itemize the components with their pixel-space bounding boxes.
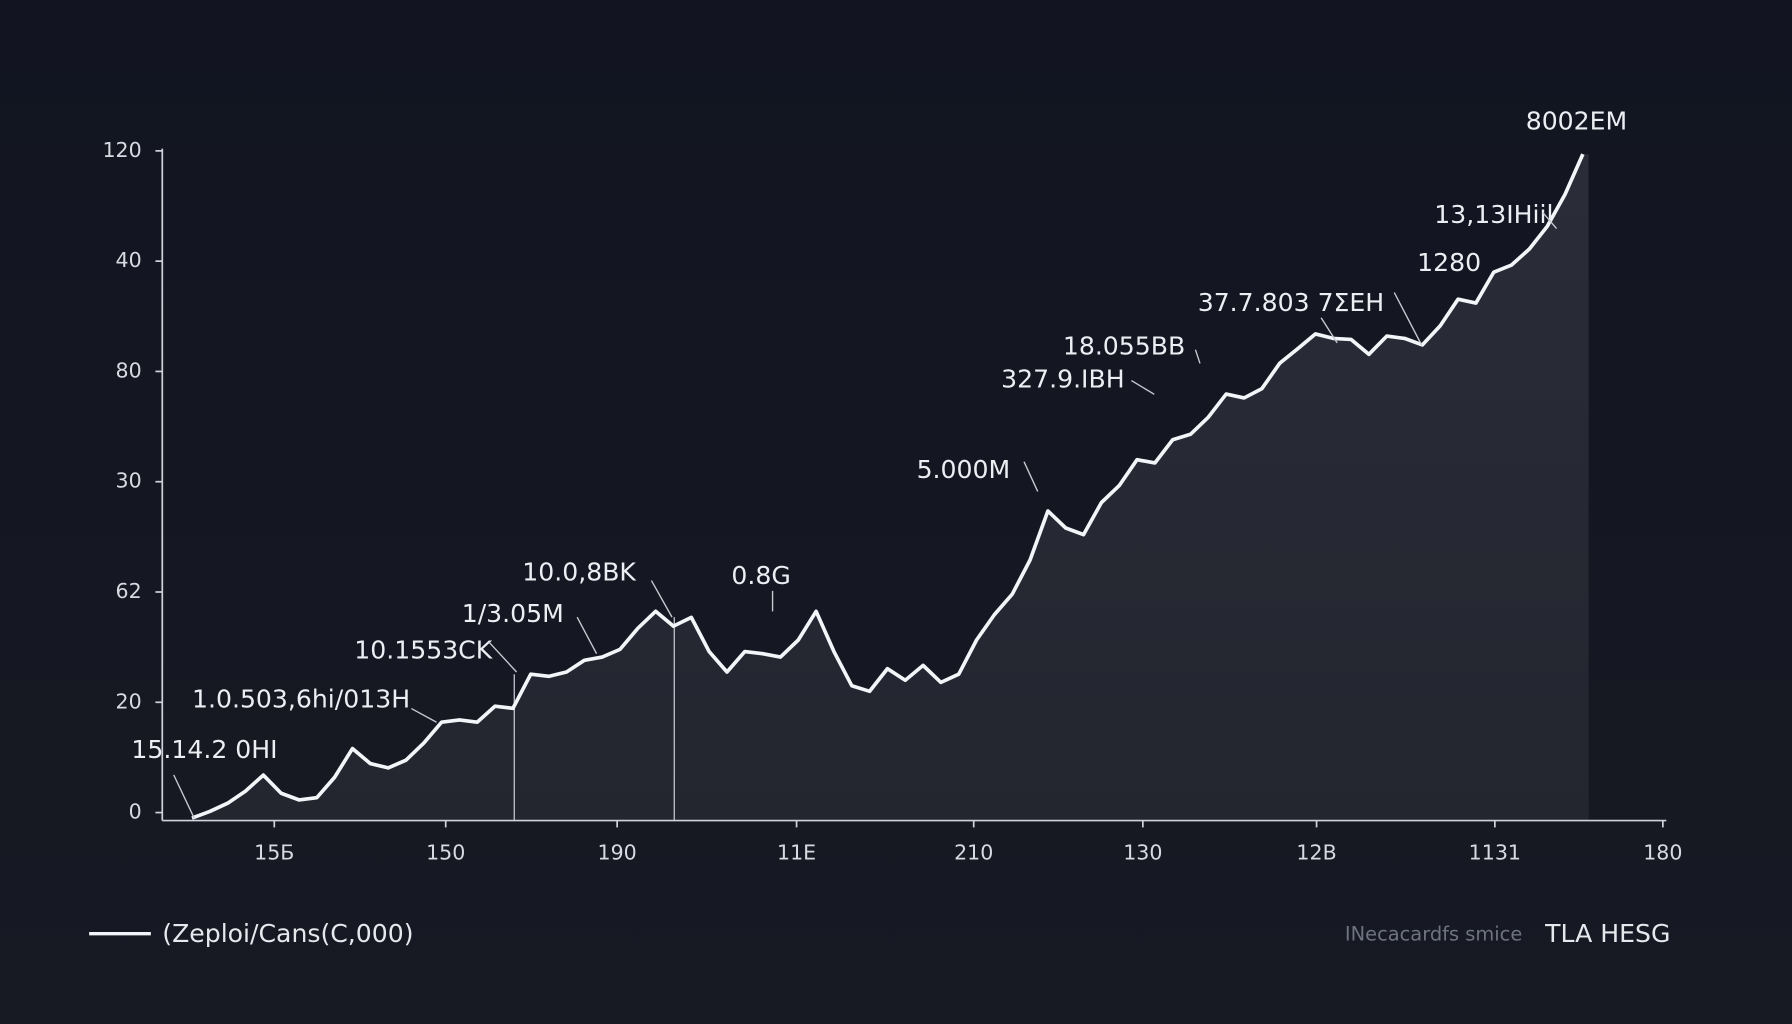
leader-line xyxy=(1320,317,1338,344)
annotation: 1280 xyxy=(1417,248,1481,277)
y-tick-label: 80 xyxy=(116,358,142,382)
leader-line xyxy=(173,774,195,819)
annotation: 10.0,8BK xyxy=(522,558,636,587)
annotation: 1.0.503,6hi/013H xyxy=(192,685,410,714)
annotation: 1/3.05M xyxy=(462,599,564,628)
annotation: 0.8G xyxy=(731,561,790,590)
x-tick-label: 1131 xyxy=(1469,841,1521,865)
annotation: 18.055BB xyxy=(1063,331,1185,360)
annotation: 5.000M xyxy=(917,455,1011,484)
x-tick-label: 190 xyxy=(598,841,637,865)
source-note: INecacardfs smice xyxy=(1345,922,1522,945)
y-tick-label: 40 xyxy=(116,248,142,272)
x-tick-label: 210 xyxy=(954,841,993,865)
x-tick-label: 180 xyxy=(1643,841,1682,865)
leader-line xyxy=(1194,349,1201,364)
area-fill xyxy=(192,154,1589,821)
y-tick-label: 20 xyxy=(116,689,142,713)
x-tick-label: 11E xyxy=(777,841,816,865)
y-tick-label: 30 xyxy=(116,469,142,493)
y-tick-label: 62 xyxy=(116,579,142,603)
data-line xyxy=(191,153,1585,820)
annotation: 10.1553CK xyxy=(354,635,492,664)
annotation: 13,13IHiil xyxy=(1434,200,1553,229)
leader-line xyxy=(576,616,598,655)
x-tick-label: 150 xyxy=(426,841,465,865)
legend-label: (Zeploi/Cans(C,000) xyxy=(162,919,413,948)
brand: TLA HESG xyxy=(1544,919,1670,948)
y-tick-label: 0 xyxy=(129,800,142,824)
annotation: 327.9.IBH xyxy=(1001,365,1124,394)
annotation: 15.14.2 0HI xyxy=(131,735,277,764)
leader-line xyxy=(1131,379,1155,395)
leader-line xyxy=(650,580,673,618)
annotation: 37.7.803 7ΣEH xyxy=(1198,288,1385,317)
plot-area: 0 20 62 30 80 40 120 15Б 150 190 11E 210 130 12B 1131 1… xyxy=(102,106,1682,864)
y-tick-label: 120 xyxy=(102,138,141,162)
annotation: 8002EM xyxy=(1526,106,1628,135)
leader-line xyxy=(1393,292,1423,346)
leader-line xyxy=(411,707,437,723)
leader-line xyxy=(1023,461,1039,492)
x-tick-label: 130 xyxy=(1123,841,1162,865)
leader-line xyxy=(488,641,518,673)
x-tick-label: 15Б xyxy=(254,841,294,865)
leader-line xyxy=(1542,212,1558,230)
x-tick-label: 12B xyxy=(1296,841,1336,865)
